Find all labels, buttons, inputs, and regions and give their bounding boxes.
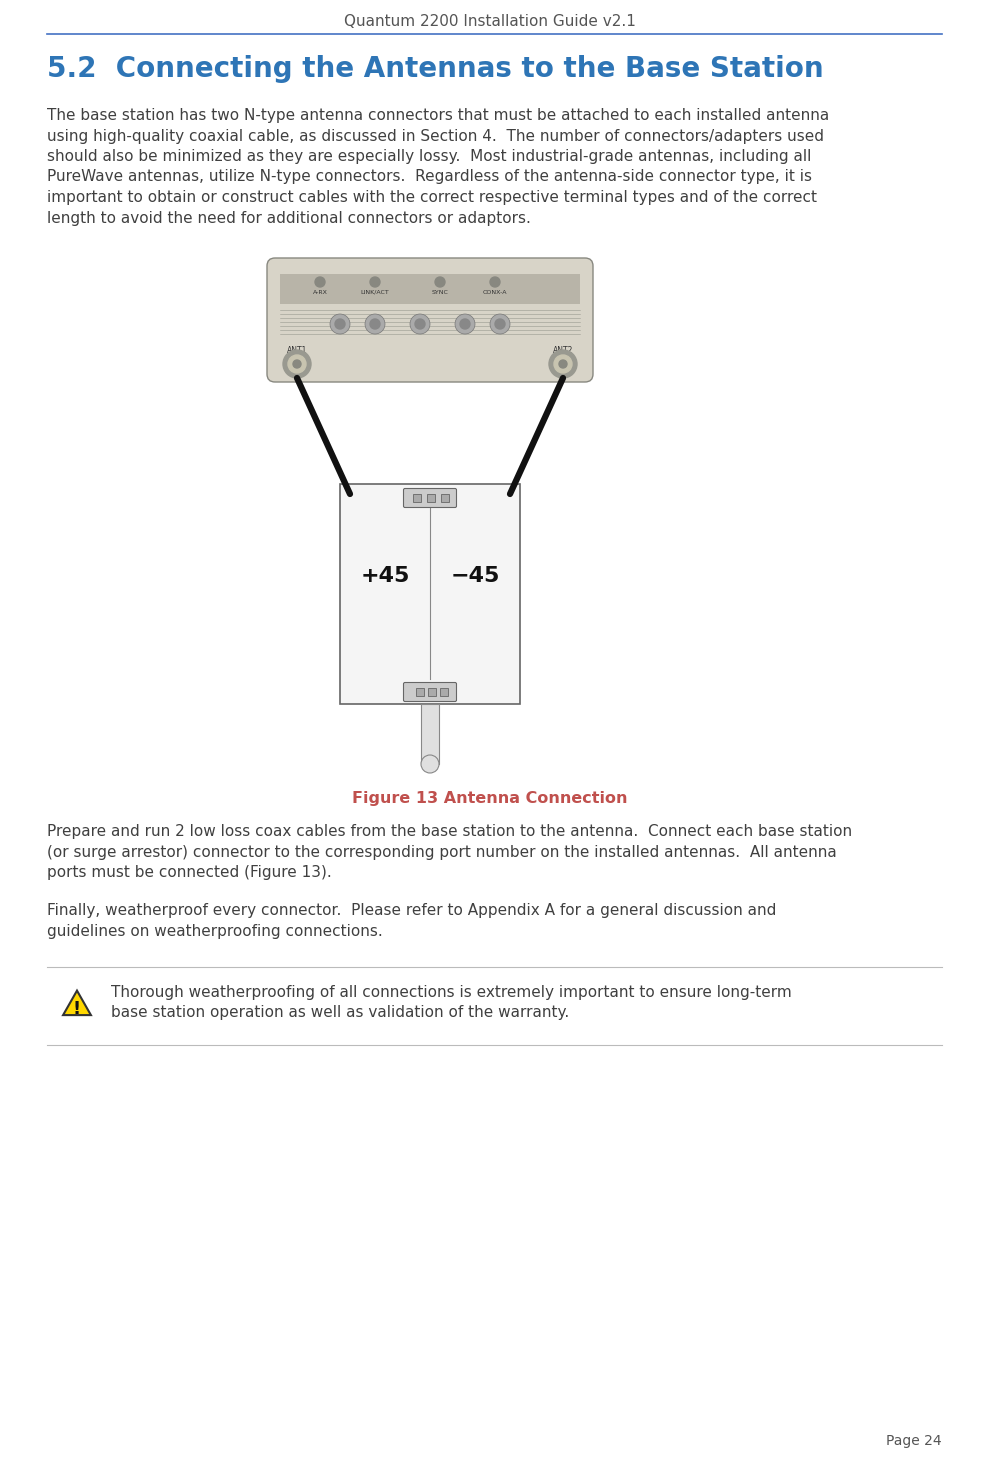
Text: (or surge arrestor) connector to the corresponding port number on the installed : (or surge arrestor) connector to the cor… <box>47 845 837 859</box>
Text: length to avoid the need for additional connectors or adaptors.: length to avoid the need for additional … <box>47 211 531 225</box>
Circle shape <box>554 354 572 373</box>
Polygon shape <box>63 991 91 1015</box>
Bar <box>440 688 448 695</box>
Text: SYNC: SYNC <box>432 290 448 296</box>
Text: !: ! <box>73 1000 81 1019</box>
Bar <box>421 704 439 764</box>
Text: ANT2: ANT2 <box>553 346 573 354</box>
Text: Quantum 2200 Installation Guide v2.1: Quantum 2200 Installation Guide v2.1 <box>344 15 636 29</box>
Text: Finally, weatherproof every connector.  Please refer to Appendix A for a general: Finally, weatherproof every connector. P… <box>47 903 776 918</box>
Circle shape <box>549 350 577 378</box>
Circle shape <box>415 319 425 329</box>
Bar <box>416 688 424 695</box>
Text: important to obtain or construct cables with the correct respective terminal typ: important to obtain or construct cables … <box>47 190 817 205</box>
Circle shape <box>283 350 311 378</box>
Circle shape <box>455 313 475 334</box>
Circle shape <box>335 319 345 329</box>
Circle shape <box>490 277 500 287</box>
Text: A-RX: A-RX <box>313 290 328 296</box>
Circle shape <box>365 313 385 334</box>
Text: ports must be connected (Figure 13).: ports must be connected (Figure 13). <box>47 865 332 880</box>
Bar <box>280 274 580 305</box>
Text: should also be minimized as they are especially lossy.  Most industrial-grade an: should also be minimized as they are esp… <box>47 149 811 164</box>
Text: guidelines on weatherproofing connections.: guidelines on weatherproofing connection… <box>47 924 383 938</box>
Circle shape <box>330 313 350 334</box>
Bar <box>413 493 421 502</box>
Text: 5.2  Connecting the Antennas to the Base Station: 5.2 Connecting the Antennas to the Base … <box>47 56 824 83</box>
Circle shape <box>370 319 380 329</box>
Circle shape <box>315 277 325 287</box>
Circle shape <box>410 313 430 334</box>
Text: base station operation as well as validation of the warranty.: base station operation as well as valida… <box>111 1004 569 1020</box>
Circle shape <box>460 319 470 329</box>
Circle shape <box>495 319 505 329</box>
Circle shape <box>370 277 380 287</box>
Circle shape <box>559 360 567 367</box>
Text: Figure 13 Antenna Connection: Figure 13 Antenna Connection <box>352 791 628 807</box>
Text: Thorough weatherproofing of all connections is extremely important to ensure lon: Thorough weatherproofing of all connecti… <box>111 984 792 1000</box>
Circle shape <box>490 313 510 334</box>
Bar <box>427 493 435 502</box>
Text: Page 24: Page 24 <box>887 1435 942 1448</box>
FancyBboxPatch shape <box>403 682 456 701</box>
Text: Prepare and run 2 low loss coax cables from the base station to the antenna.  Co: Prepare and run 2 low loss coax cables f… <box>47 824 852 839</box>
Bar <box>340 485 520 704</box>
FancyBboxPatch shape <box>267 258 593 382</box>
Circle shape <box>421 755 439 773</box>
Circle shape <box>293 360 301 367</box>
Text: +45: +45 <box>360 567 410 587</box>
FancyBboxPatch shape <box>403 489 456 508</box>
Bar <box>441 493 449 502</box>
Circle shape <box>288 354 306 373</box>
Text: −45: −45 <box>450 567 499 587</box>
Text: PureWave antennas, utilize N-type connectors.  Regardless of the antenna-side co: PureWave antennas, utilize N-type connec… <box>47 170 812 184</box>
Bar <box>428 688 436 695</box>
Text: ANT1: ANT1 <box>286 346 307 354</box>
Circle shape <box>435 277 445 287</box>
Text: The base station has two N-type antenna connectors that must be attached to each: The base station has two N-type antenna … <box>47 108 829 123</box>
Text: CONX-A: CONX-A <box>483 290 507 296</box>
Text: LINK/ACT: LINK/ACT <box>361 290 389 296</box>
Text: using high-quality coaxial cable, as discussed in Section 4.  The number of conn: using high-quality coaxial cable, as dis… <box>47 129 824 143</box>
